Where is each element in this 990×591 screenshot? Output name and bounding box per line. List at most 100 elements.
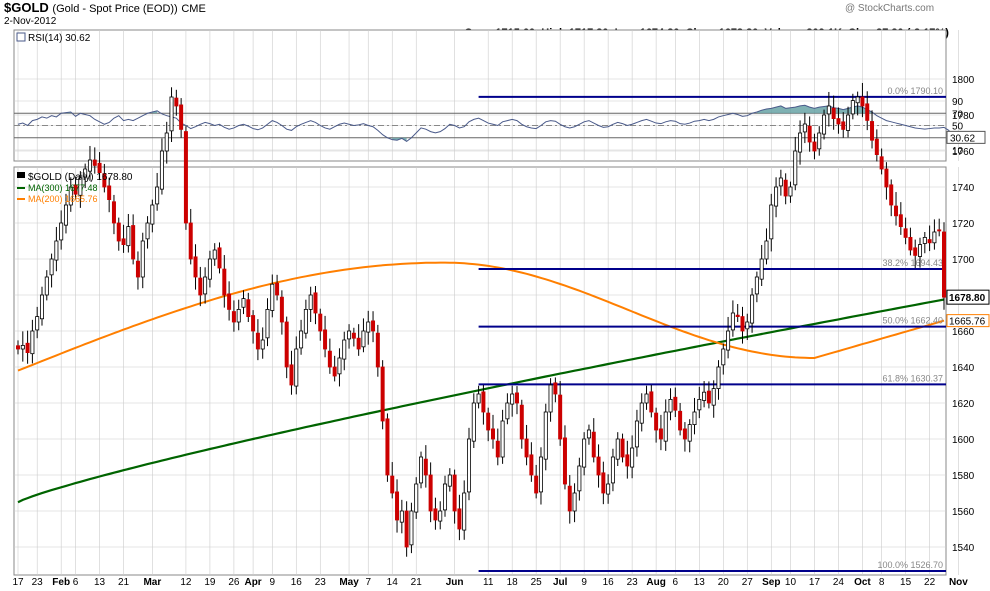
candle-body: [543, 411, 548, 460]
candle-body: [83, 168, 88, 178]
candle-body: [318, 313, 323, 332]
candle-body: [193, 256, 198, 278]
candle-body: [754, 276, 759, 295]
rsi-tick-label: 10: [952, 146, 964, 157]
close-price-tag: 1678.80: [949, 293, 986, 304]
candle-body: [735, 314, 740, 318]
ma200-legend: MA(200) 1665.76: [28, 194, 98, 204]
rsi-value-tag: 30.62: [950, 133, 975, 144]
candle-body: [49, 258, 54, 276]
candle-body: [116, 222, 121, 242]
candle-body: [841, 121, 846, 130]
candle-body: [894, 205, 899, 217]
candle-body: [255, 332, 260, 350]
candle-body: [20, 344, 25, 350]
candle-body: [217, 247, 222, 269]
candle-body: [865, 103, 870, 121]
x-tick-label: 23: [32, 577, 44, 588]
ma300-legend: MA(300) 1677.48: [28, 183, 98, 193]
x-tick-label: Jul: [553, 577, 568, 588]
x-tick-label: 26: [228, 577, 240, 588]
rsi-tick-label: 90: [952, 97, 964, 108]
y-tick-label: 1760: [952, 147, 975, 158]
rsi-label: RSI(14) 30.62: [28, 33, 91, 44]
fib-level-label: 50.0% 1662.40: [882, 316, 943, 326]
candle-body: [697, 398, 702, 411]
x-tick-label: Nov: [949, 577, 968, 588]
candle-body: [284, 321, 289, 368]
x-tick-label: 17: [809, 577, 821, 588]
candle-body: [716, 366, 721, 390]
candle-body: [361, 330, 366, 348]
candle-body: [15, 345, 20, 350]
candle-body: [534, 475, 539, 494]
candle-body: [486, 412, 491, 431]
candle-body: [625, 454, 630, 467]
candle-body: [596, 456, 601, 476]
candle-body: [903, 228, 908, 238]
candle-body: [457, 508, 462, 530]
candle-body: [332, 366, 337, 377]
x-tick-label: 17: [12, 577, 24, 588]
candle-body: [879, 156, 884, 170]
candle-body: [654, 412, 659, 431]
candle-body: [347, 330, 352, 340]
fib-level-label: 0.0% 1790.10: [887, 86, 943, 96]
candle-body: [111, 201, 116, 224]
candle-body: [836, 118, 841, 125]
fib-level-label: 38.2% 1694.43: [882, 258, 943, 268]
candle-body: [68, 186, 73, 206]
candle-body: [35, 316, 40, 331]
candle-body: [711, 388, 716, 406]
candle-body: [855, 96, 860, 104]
candle-body: [783, 179, 788, 197]
candle-body: [198, 277, 203, 296]
candle-body: [169, 96, 174, 132]
candle-body: [404, 510, 409, 548]
x-tick-label: 24: [833, 577, 845, 588]
candle-body: [927, 239, 932, 244]
candle-body: [222, 268, 227, 296]
fib-level-label: 100.0% 1526.70: [877, 560, 943, 570]
candle-body: [558, 394, 563, 440]
candle-body: [634, 420, 639, 448]
candle-body: [265, 308, 270, 339]
candle-body: [706, 390, 711, 404]
price-legend: $GOLD (Daily) 1678.80: [28, 172, 133, 183]
candle-body: [538, 456, 543, 493]
candle-body: [447, 474, 452, 487]
instrument-name: (Gold - Spot Price (EOD)): [52, 3, 178, 15]
x-tick-label: Jun: [446, 577, 464, 588]
candle-body: [548, 384, 553, 413]
candle-body: [606, 483, 611, 495]
candle-body: [500, 420, 505, 458]
candle-body: [610, 456, 615, 484]
candle-body: [356, 337, 361, 350]
rsi-line: [17, 104, 955, 143]
rsi-tick-label: 50: [952, 122, 964, 133]
candle-body: [481, 391, 486, 413]
candle-body: [778, 177, 783, 187]
candle-body: [351, 332, 356, 339]
candle-body: [375, 332, 380, 368]
candle-body: [366, 321, 371, 333]
candle-body: [39, 294, 44, 320]
candle-body: [471, 402, 476, 442]
candle-body: [620, 438, 625, 458]
candle-body: [831, 107, 836, 120]
candle-body: [380, 366, 385, 422]
candle-body: [385, 418, 390, 476]
candle-body: [898, 214, 903, 228]
x-tick-label: 27: [742, 577, 754, 588]
candle-body: [183, 131, 188, 224]
candle-body: [788, 186, 793, 197]
candle-body: [155, 186, 160, 205]
candle-body: [443, 483, 448, 511]
ma200-line: [17, 261, 945, 372]
candle-body: [135, 260, 140, 278]
candle-body: [452, 474, 457, 512]
watermark: @ StockCharts.com: [845, 3, 935, 14]
candle-body: [682, 428, 687, 440]
x-tick-label: Feb: [52, 577, 70, 588]
candle-body: [342, 339, 347, 360]
